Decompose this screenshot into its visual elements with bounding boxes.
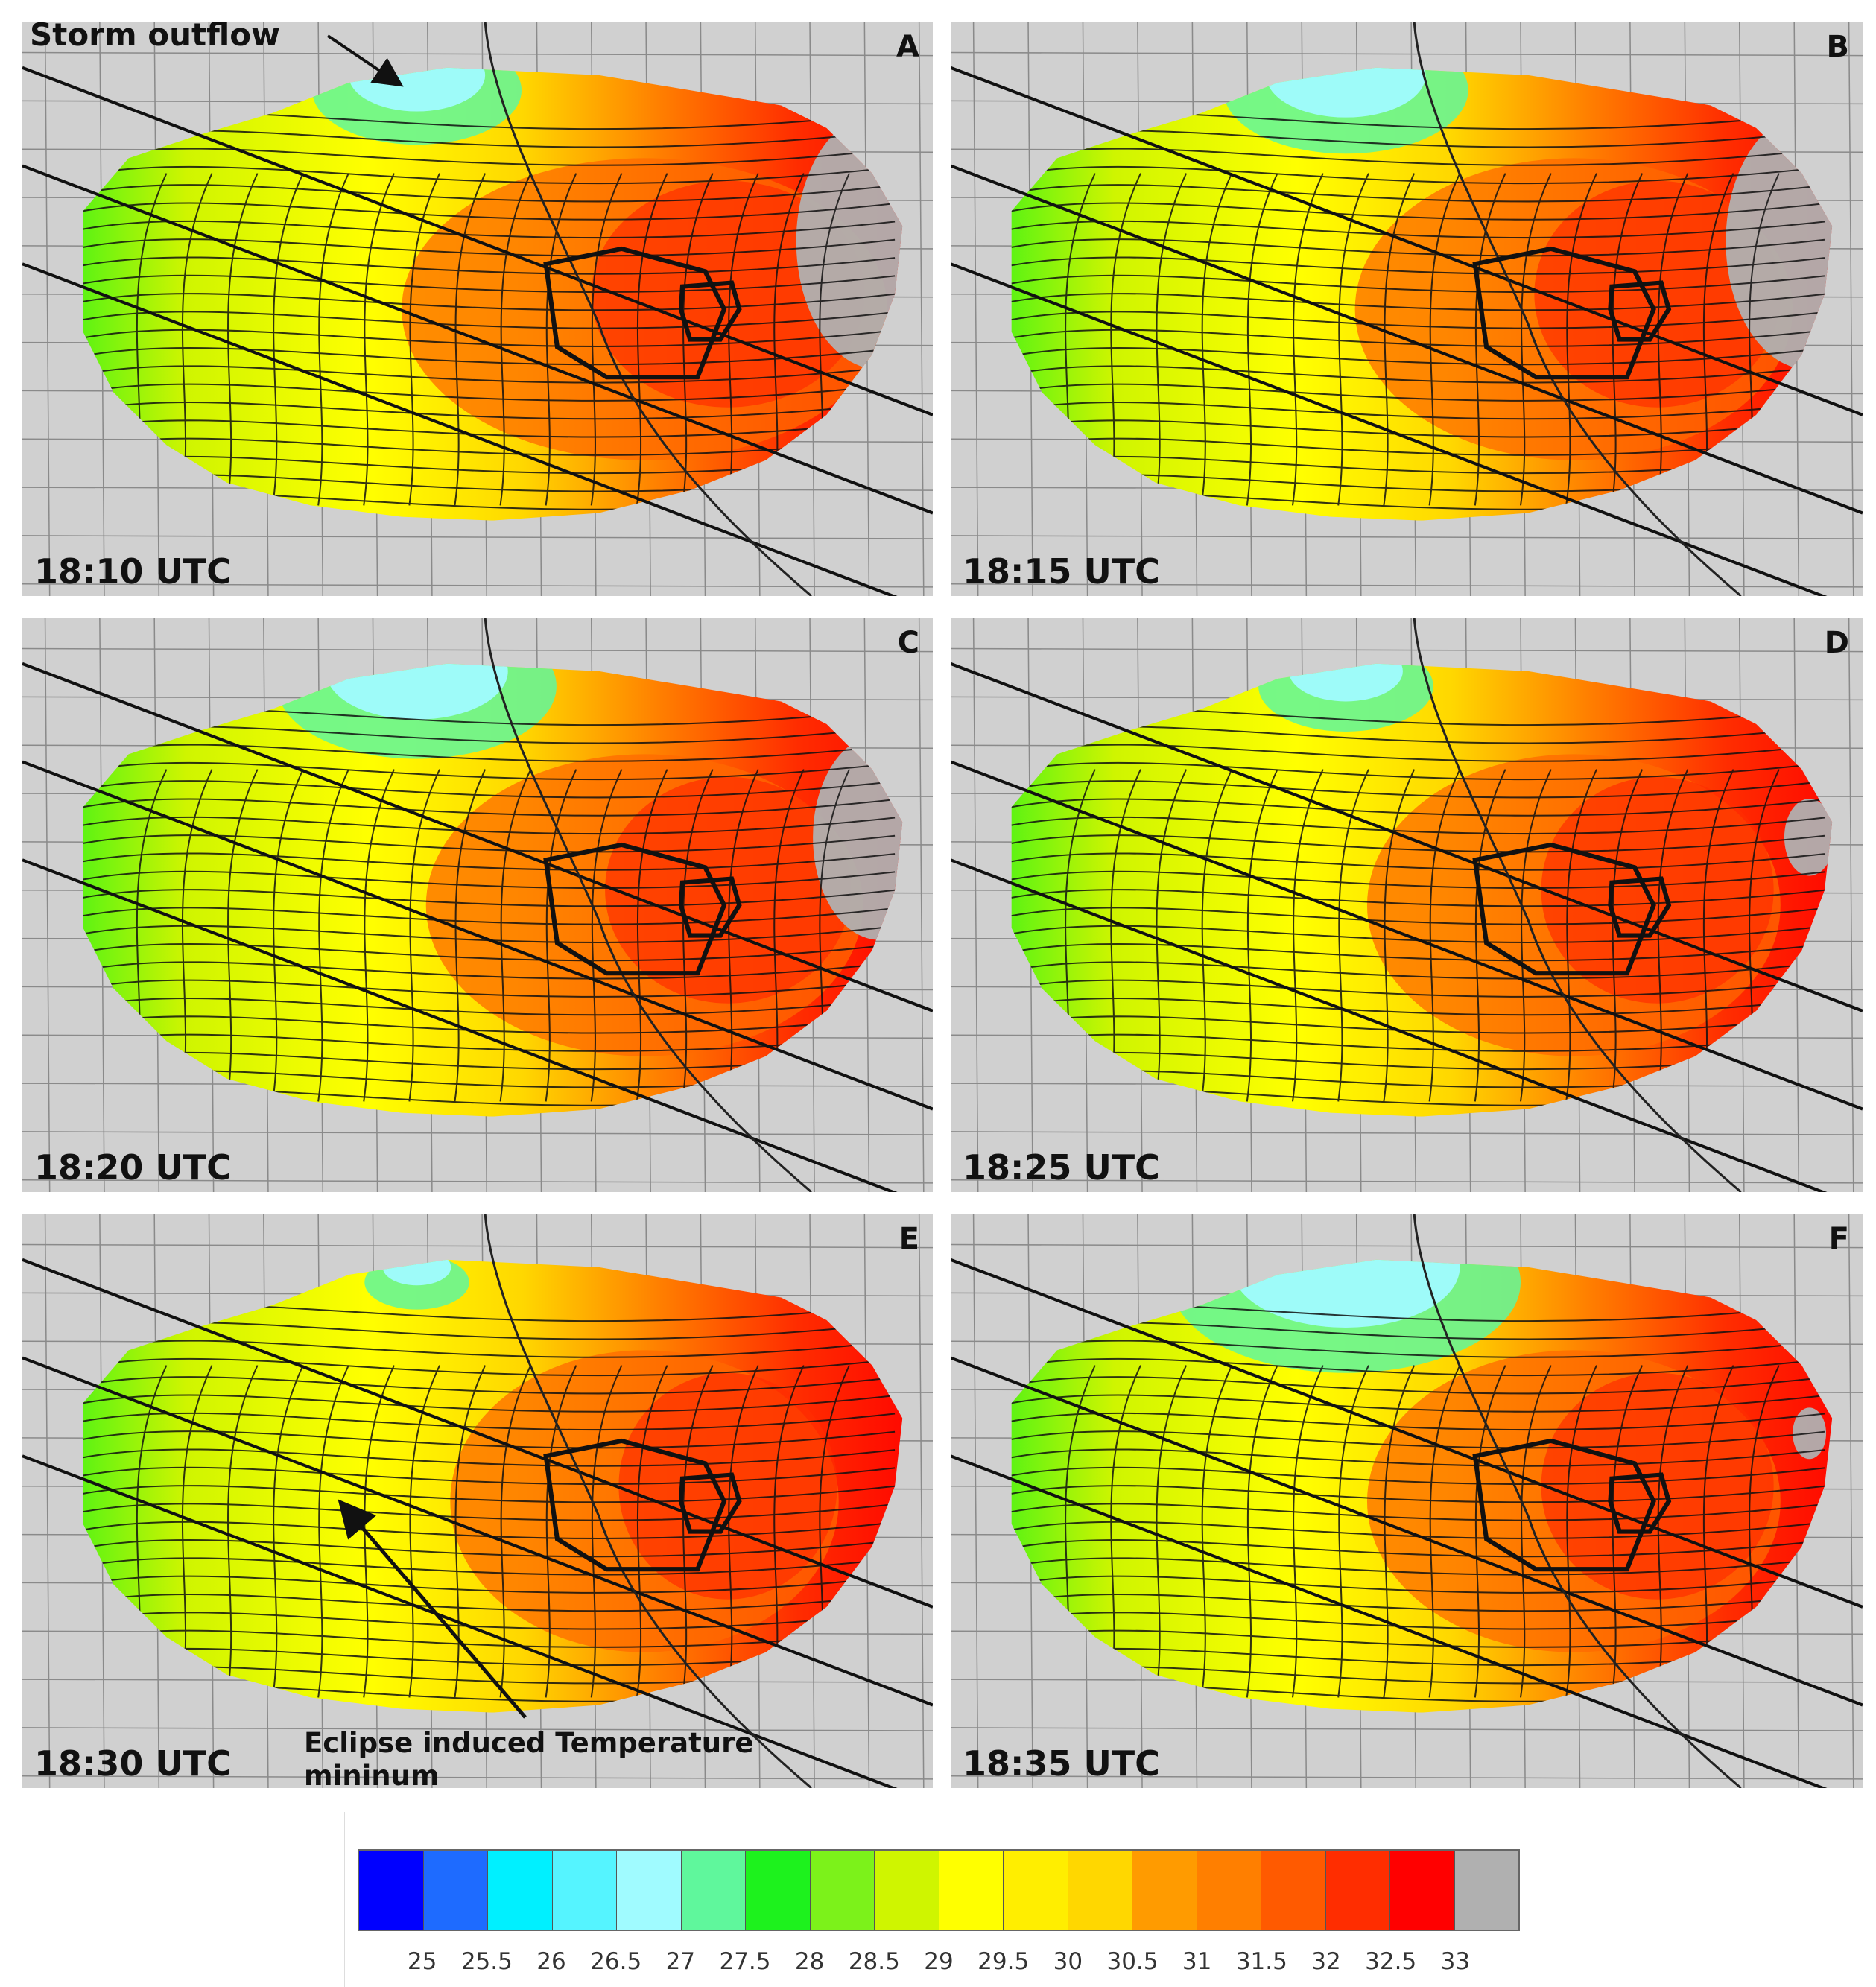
- colorbar-swatch: [746, 1851, 811, 1930]
- panel-time-label: 18:25 UTC: [963, 1147, 1160, 1188]
- panel-letter: F: [1828, 1222, 1849, 1256]
- colorbar-tick: 26.5: [590, 1948, 642, 1975]
- map-panel-d: D 18:25 UTC: [951, 618, 1863, 1192]
- panel-time-label: 18:35 UTC: [963, 1743, 1160, 1784]
- colorbar-swatch: [875, 1851, 939, 1930]
- colorbar-tick-labels: 25 25.5 26 26.5 27 27.5 28 28.5 29 29.5 30 30.5 31 31…: [358, 1948, 1520, 1978]
- colorbar-tick: 32.5: [1365, 1948, 1417, 1975]
- eclipse-path-lines: [951, 662, 1863, 1192]
- map-panel-e: E 18:30 UTC: [22, 1214, 933, 1788]
- eclipse-minimum-label: Eclipse induced Temperature mininum: [304, 1727, 753, 1793]
- map-panel-a: A 18:10 UTC: [22, 22, 933, 596]
- temperature-colorbar: [358, 1849, 1520, 1931]
- colorbar-swatch: [1004, 1851, 1068, 1930]
- colorbar-swatch: [1390, 1851, 1455, 1930]
- colorbar-tick: 29.5: [977, 1948, 1030, 1975]
- panel-letter: A: [896, 30, 919, 64]
- colorbar-swatch: [359, 1851, 424, 1930]
- colorbar-swatch: [1197, 1851, 1261, 1930]
- temperature-map: [22, 1214, 933, 1788]
- colorbar-tick: 33: [1440, 1948, 1471, 1975]
- colorbar-swatch: [617, 1851, 682, 1930]
- panel-time-label: 18:30 UTC: [34, 1743, 232, 1784]
- panel-letter: D: [1824, 626, 1849, 660]
- colorbar-swatch: [488, 1851, 553, 1930]
- temperature-map: [951, 618, 1863, 1192]
- colorbar-tick: 27.5: [719, 1948, 771, 1975]
- colorbar-tick: 26: [536, 1948, 566, 1975]
- legend-frame: [344, 1812, 1537, 1987]
- storm-outflow-label: Storm outflow: [30, 16, 280, 53]
- map-panel-f: F 18:35 UTC: [951, 1214, 1863, 1788]
- colorbar-tick: 31: [1182, 1948, 1212, 1975]
- panel-letter: B: [1826, 30, 1850, 64]
- panel-time-label: 18:15 UTC: [963, 551, 1160, 592]
- colorbar-swatch: [810, 1851, 875, 1930]
- eclipse-path-lines: [22, 66, 933, 596]
- map-panel-c: C 18:20 UTC: [22, 618, 933, 1192]
- colorbar-swatch: [1454, 1851, 1518, 1930]
- colorbar-swatch: [1068, 1851, 1132, 1930]
- temperature-map: [22, 22, 933, 596]
- colorbar-swatch: [1325, 1851, 1390, 1930]
- colorbar-swatch: [423, 1851, 488, 1930]
- colorbar-swatch: [681, 1851, 746, 1930]
- panel-letter: C: [897, 626, 919, 660]
- temperature-map: [951, 22, 1863, 596]
- eclipse-path-lines: [951, 1258, 1863, 1788]
- colorbar-tick: 29: [924, 1948, 954, 1975]
- colorbar-swatch: [939, 1851, 1004, 1930]
- colorbar-tick: 30.5: [1106, 1948, 1159, 1975]
- panel-letter: E: [899, 1222, 919, 1256]
- colorbar-swatch: [552, 1851, 617, 1930]
- colorbar-swatch: [1132, 1851, 1197, 1930]
- colorbar-tick: 28: [794, 1948, 825, 1975]
- colorbar-tick: 31.5: [1235, 1948, 1287, 1975]
- panel-time-label: 18:10 UTC: [34, 551, 232, 592]
- colorbar-tick: 27: [665, 1948, 696, 1975]
- colorbar-tick: 32: [1311, 1948, 1341, 1975]
- panel-time-label: 18:20 UTC: [34, 1147, 232, 1188]
- colorbar-tick: 25: [407, 1948, 437, 1975]
- map-panel-b: B 18:15 UTC: [951, 22, 1863, 596]
- eclipse-minimum-line2: mininum: [304, 1760, 440, 1792]
- colorbar-tick: 28.5: [848, 1948, 900, 1975]
- temperature-map: [951, 1214, 1863, 1788]
- eclipse-path-lines: [22, 662, 933, 1192]
- eclipse-path-lines: [951, 66, 1863, 596]
- eclipse-minimum-line1: Eclipse induced Temperature: [304, 1727, 754, 1759]
- colorbar-swatch: [1261, 1851, 1326, 1930]
- colorbar-tick: 25.5: [460, 1948, 513, 1975]
- temperature-map: [22, 618, 933, 1192]
- colorbar-tick: 30: [1053, 1948, 1083, 1975]
